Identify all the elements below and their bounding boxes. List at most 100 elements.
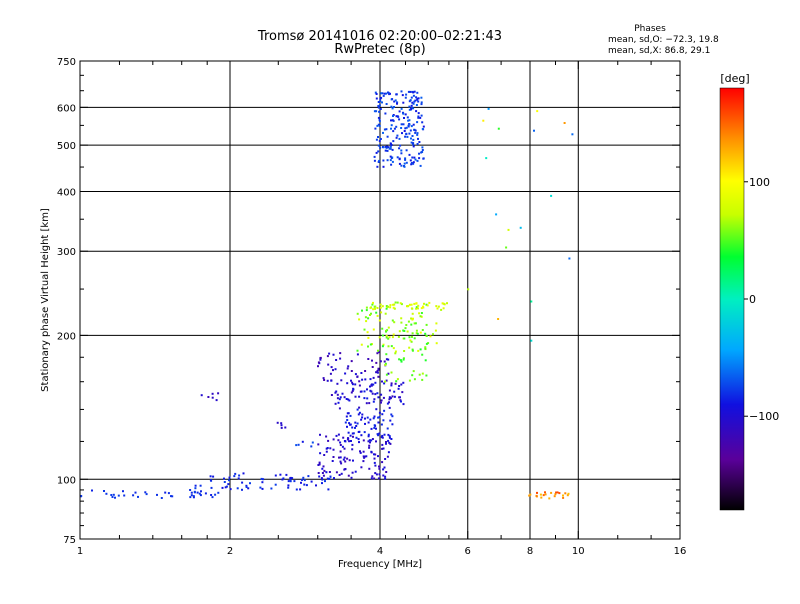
data-point-f-trace-3 <box>377 367 380 370</box>
data-point-f-trace-2 <box>358 406 361 409</box>
data-point-f-lower <box>328 471 331 473</box>
y-tick-label: 75 <box>63 535 76 546</box>
data-point-e-layer-trace <box>171 495 174 498</box>
data-point-spread-f <box>386 135 389 138</box>
data-point-spread-f <box>382 146 385 149</box>
data-point-f-lower <box>377 455 379 458</box>
data-point-f-trace-3 <box>385 358 388 361</box>
data-point-e-layer-trace <box>103 490 105 492</box>
data-point-e-layer-rise <box>287 486 290 489</box>
data-point-e-layer-trace <box>122 490 124 493</box>
data-point-f-trace-1 <box>343 440 346 442</box>
x-tick-label: 6 <box>465 546 471 557</box>
data-point-f-trace-3 <box>330 379 333 382</box>
data-point-f-lower <box>338 456 340 459</box>
data-point-spread-f <box>377 106 380 109</box>
data-point-f-lower <box>321 467 324 470</box>
data-point-spread-f <box>420 101 423 104</box>
data-point-spread-f <box>412 145 415 148</box>
data-point-f-upper <box>404 327 407 330</box>
data-point-f-trace-2 <box>341 392 344 395</box>
data-point-f-lower <box>320 477 323 480</box>
data-point-e-layer-rise <box>328 478 331 480</box>
data-point-spread-f <box>373 155 376 158</box>
data-point-e-layer-trace <box>110 494 113 496</box>
data-point-f-trace-2 <box>346 382 349 385</box>
data-point-e-layer-trace <box>134 491 137 494</box>
data-point-f-top-line <box>437 305 440 308</box>
data-point-f-upper <box>369 343 372 346</box>
grid-lines <box>80 61 680 539</box>
data-point-e-layer-trace <box>189 489 192 491</box>
y-axis-label: Stationary phase Virtual Height [km] <box>40 208 51 392</box>
data-point-spread-f <box>418 157 421 160</box>
data-point-spread-f <box>412 138 415 141</box>
data-point-f-upper <box>387 326 390 329</box>
data-point-f-trace-2 <box>398 385 401 387</box>
data-point-f-upper <box>415 332 418 335</box>
data-point-spread-f <box>403 130 406 132</box>
data-point-spread-f <box>396 134 399 137</box>
data-point-f-green <box>424 347 427 350</box>
data-point-x-trace-high <box>544 493 547 496</box>
data-point-e-layer-trace <box>198 492 201 495</box>
data-point-f-trace-2 <box>351 383 354 386</box>
data-point-e-layer-rise <box>321 478 324 481</box>
data-point-f-upper <box>367 317 370 320</box>
data-point-e-layer-trace <box>217 491 220 494</box>
data-point-spread-f <box>408 119 411 122</box>
data-point-f-lower <box>348 459 351 462</box>
data-point-f-green <box>413 322 416 325</box>
data-point-f-lower <box>384 458 387 460</box>
data-point-spread-f <box>403 162 406 165</box>
data-point-f-trace-3 <box>317 361 320 364</box>
data-point-f-green <box>411 374 414 377</box>
data-point-spread-f <box>413 90 416 93</box>
data-point-spread-f <box>392 140 395 143</box>
data-point-f-lower <box>347 437 349 440</box>
data-point-f-lower <box>329 447 332 450</box>
data-point-spread-f <box>414 129 417 132</box>
data-point-f-trace-3 <box>371 359 373 362</box>
data-point-f-trace-3 <box>346 367 349 370</box>
data-point-spread-f <box>374 91 377 94</box>
data-point-f-lower <box>382 447 385 450</box>
data-point-e-layer-rise <box>289 480 292 483</box>
data-point-f-trace-1 <box>360 434 363 437</box>
data-point-f-trace-3 <box>317 365 319 368</box>
data-point-f-lower <box>351 443 354 446</box>
data-point-f-trace-2 <box>372 400 375 403</box>
data-point-f-lower <box>373 477 376 480</box>
data-point-e-layer-rise <box>302 476 305 479</box>
data-point-f-lower <box>322 465 325 468</box>
data-point-f-trace-3 <box>332 369 334 372</box>
data-point-f-trace-1 <box>386 427 389 430</box>
data-point-e-layer-rise <box>247 487 250 490</box>
data-point-spread-f <box>387 146 390 149</box>
data-point-f-lower <box>368 446 371 449</box>
data-point-f-lower <box>327 439 330 442</box>
data-point-f-lower <box>377 477 380 480</box>
data-point-spread-f <box>410 96 413 99</box>
data-point-spread-f <box>410 104 413 107</box>
data-point-spread-f <box>395 115 398 118</box>
data-point-f-upper <box>385 334 388 337</box>
data-point-f-trace-1 <box>390 413 393 416</box>
data-point-spread-f <box>400 152 403 155</box>
data-point-f-upper <box>417 349 420 352</box>
data-point-f-trace-1 <box>358 411 361 414</box>
data-point-spread-f <box>377 144 380 147</box>
data-point-f-trace-1 <box>364 417 366 420</box>
data-point-f-upper <box>434 329 437 332</box>
data-point-x-trace-high <box>553 495 556 498</box>
data-point-f-trace-1 <box>382 419 385 422</box>
data-point-f-trace-2 <box>334 391 337 394</box>
data-point-f-top-line <box>410 307 413 310</box>
data-point-f-upper <box>376 314 379 317</box>
data-point-spread-f <box>421 146 424 149</box>
data-point-spread-f <box>404 113 407 116</box>
data-point-e-layer-rise <box>223 477 225 480</box>
data-point-isolated-high <box>533 129 535 132</box>
data-point-f-trace-1 <box>377 416 380 419</box>
data-point-e-layer-rise <box>301 478 303 481</box>
